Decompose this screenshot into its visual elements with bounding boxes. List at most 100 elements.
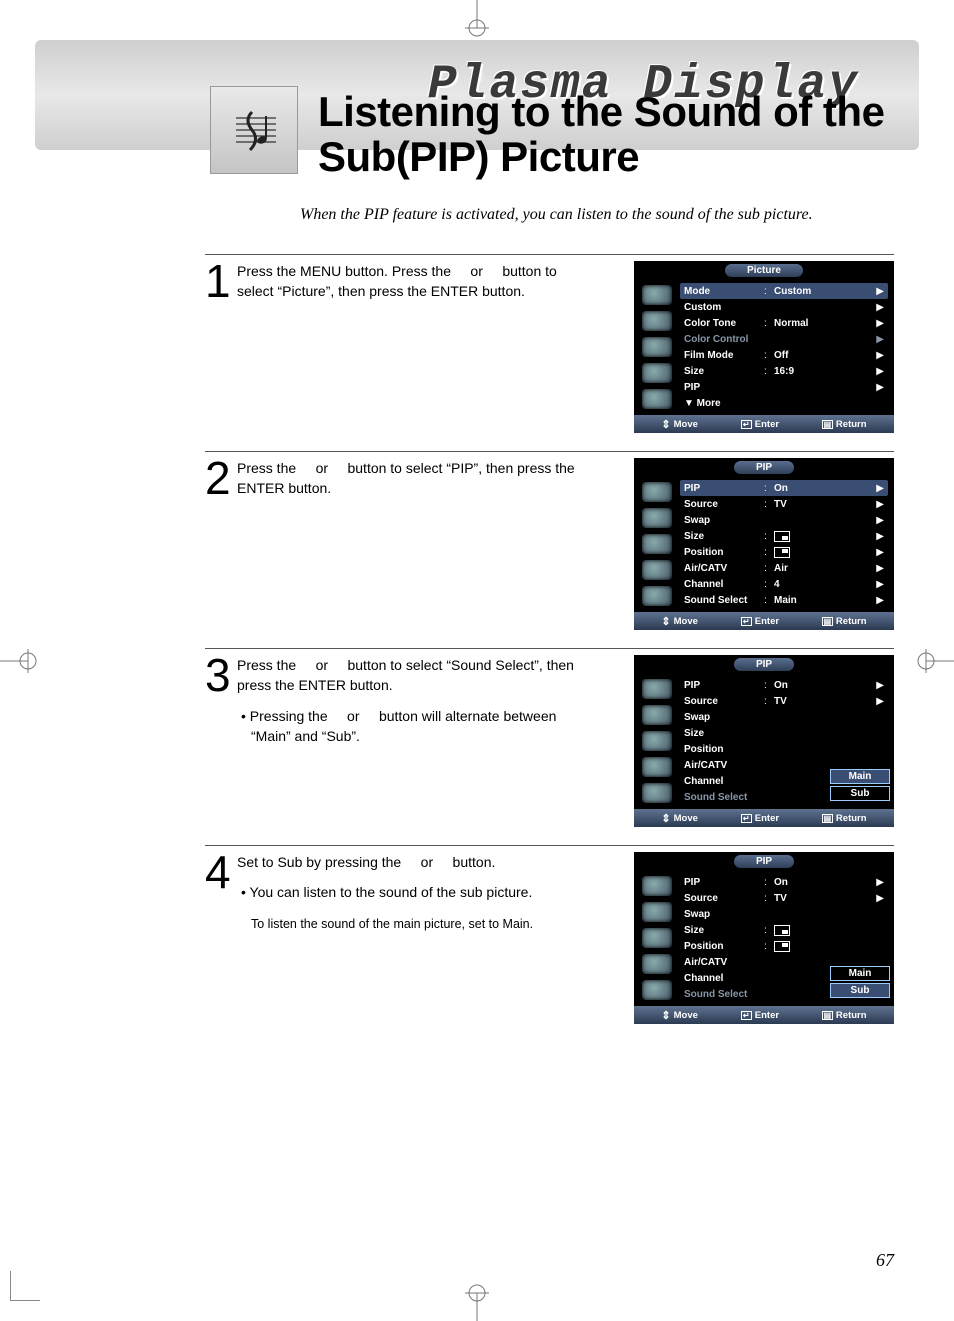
- osd-menu-row: Color Control▶: [680, 331, 888, 347]
- osd-footer: ⇕ Move↵ Enter▤ Return: [634, 612, 894, 630]
- osd-menu-row: Size:16:9▶: [680, 363, 888, 379]
- osd-menu-row: PIP:On▶: [680, 874, 888, 890]
- register-mark-left: [0, 631, 40, 691]
- osd-row-value: TV: [774, 696, 874, 707]
- osd-row-value: [774, 941, 874, 952]
- register-mark-bottom: [447, 1281, 507, 1321]
- osd-menu-row: PIP:On▶: [680, 480, 888, 496]
- osd-menu-row: PIP:On▶: [680, 677, 888, 693]
- register-mark-right: [914, 631, 954, 691]
- osd-side-icon: [642, 311, 672, 331]
- manual-page: Plasma Display Listening to the Sound of…: [0, 0, 954, 1321]
- osd-menu-row: Size:: [680, 922, 888, 938]
- osd-footer-return: ▤ Return: [822, 813, 867, 824]
- pip-position-icon: [774, 531, 790, 542]
- osd-menu-column: PIP:On▶Source:TV▶SwapSize:Position:Air/C…: [680, 870, 894, 1006]
- osd-row-label: Air/CATV: [684, 760, 764, 771]
- chevron-right-icon: ▶: [874, 563, 884, 574]
- chevron-right-icon: ▶: [874, 483, 884, 494]
- osd-row-label: Channel: [684, 579, 764, 590]
- osd-row-value: 16:9: [774, 366, 874, 377]
- step-bullet: • Pressing the or button will alternate …: [237, 706, 585, 747]
- osd-icon-column: [634, 279, 680, 415]
- osd-menu-row: Position:▶: [680, 544, 888, 560]
- step-text: Press the MENU button. Press the or butt…: [237, 261, 585, 439]
- osd-row-label: Color Control: [684, 334, 764, 345]
- osd-row-value: Main: [774, 595, 874, 606]
- osd-footer: ⇕ Move↵ Enter▤ Return: [634, 1006, 894, 1024]
- step: 1Press the MENU button. Press the or but…: [205, 254, 894, 451]
- pip-position-icon: [774, 925, 790, 936]
- osd-row-label: Sound Select: [684, 595, 764, 606]
- osd-row-value: TV: [774, 893, 874, 904]
- osd-menu-row: Sound Select:Main▶: [680, 592, 888, 608]
- osd-footer-move: ⇕ Move: [661, 812, 698, 825]
- osd-menu-row: Position:: [680, 938, 888, 954]
- osd-side-icon: [642, 902, 672, 922]
- chevron-right-icon: ▶: [874, 595, 884, 606]
- osd-menu-row: Color Tone:Normal▶: [680, 315, 888, 331]
- osd-row-value: On: [774, 483, 874, 494]
- steps-list: 1Press the MENU button. Press the or but…: [205, 254, 894, 1042]
- osd-menu-row: Source:TV▶: [680, 890, 888, 906]
- osd-row-value: Air: [774, 563, 874, 574]
- chevron-right-icon: ▶: [874, 877, 884, 888]
- osd-row-label: Swap: [684, 909, 764, 920]
- osd-menu-column: PIP:On▶Source:TV▶Swap▶Size:▶Position:▶Ai…: [680, 476, 894, 612]
- osd-row-label: Size: [684, 531, 764, 542]
- title-line-2: Sub(PIP) Picture: [318, 133, 639, 180]
- osd-row-value: [774, 531, 874, 542]
- osd-row-label: Air/CATV: [684, 563, 764, 574]
- osd-icon-column: [634, 476, 680, 612]
- osd-row-label: Custom: [684, 302, 764, 313]
- osd-icon-column: [634, 870, 680, 1006]
- osd-row-value: Custom: [774, 286, 874, 297]
- osd-row-label: PIP: [684, 483, 764, 494]
- osd-footer-enter: ↵ Enter: [741, 813, 779, 824]
- osd-row-label: ▼ More: [684, 398, 764, 409]
- chevron-right-icon: ▶: [874, 318, 884, 329]
- osd-footer-move: ⇕ Move: [661, 615, 698, 628]
- osd-row-value: On: [774, 680, 874, 691]
- osd-screen: PIP PIP:On▶Source:TV▶SwapSizePositionAir/…: [634, 655, 894, 827]
- osd-footer-return: ▤ Return: [822, 1010, 867, 1021]
- osd-side-icon: [642, 705, 672, 725]
- step-number: 3: [205, 655, 233, 833]
- osd-menu-column: PIP:On▶Source:TV▶SwapSizePositionAir/CAT…: [680, 673, 894, 809]
- osd-side-icon: [642, 679, 672, 699]
- osd-row-label: Position: [684, 941, 764, 952]
- osd-menu-row: Swap: [680, 906, 888, 922]
- osd-screen: PIPPIP:On▶Source:TV▶SwapSize:Position:Ai…: [634, 852, 894, 1024]
- osd-side-icon: [642, 980, 672, 1000]
- osd-row-label: Channel: [684, 776, 764, 787]
- osd-row-value: TV: [774, 499, 874, 510]
- chevron-right-icon: ▶: [874, 547, 884, 558]
- osd-side-icon: [642, 285, 672, 305]
- osd-row-label: Mode: [684, 286, 764, 297]
- osd-icon-column: [634, 673, 680, 809]
- chevron-right-icon: ▶: [874, 680, 884, 691]
- osd-side-icon: [642, 586, 672, 606]
- osd-row-value: On: [774, 877, 874, 888]
- step: 2Press the or button to select “PIP”, th…: [205, 451, 894, 648]
- osd-side-icon: [642, 928, 672, 948]
- chevron-right-icon: ▶: [874, 893, 884, 904]
- chevron-right-icon: ▶: [874, 531, 884, 542]
- step-number: 1: [205, 261, 233, 439]
- osd-footer-return: ▤ Return: [822, 419, 867, 430]
- osd-title: PIP: [734, 658, 794, 671]
- osd-menu-row: Film Mode:Off▶: [680, 347, 888, 363]
- osd-menu-row: Swap▶: [680, 512, 888, 528]
- osd-side-icon: [642, 954, 672, 974]
- chevron-right-icon: ▶: [874, 366, 884, 377]
- step-text: Set to Sub by pressing the or button.• Y…: [237, 852, 585, 1030]
- osd-side-icon: [642, 757, 672, 777]
- osd-side-icon: [642, 389, 672, 409]
- osd-popup-option: Main: [830, 966, 890, 981]
- osd-side-icon: [642, 363, 672, 383]
- register-mark-top: [447, 0, 507, 40]
- osd-row-label: Film Mode: [684, 350, 764, 361]
- osd-menu-column: Mode:Custom▶Custom▶Color Tone:Normal▶Col…: [680, 279, 894, 415]
- step-text: Press the or button to select “PIP”, the…: [237, 458, 585, 636]
- step-note: To listen the sound of the main picture,…: [237, 915, 585, 933]
